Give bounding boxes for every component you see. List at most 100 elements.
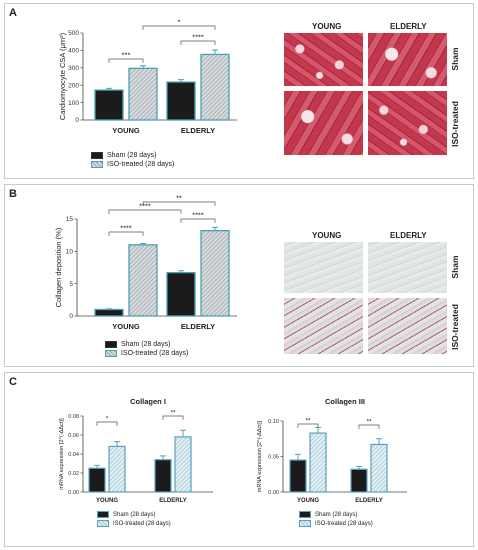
legend-label-sham: Sham (28 days) (121, 341, 171, 348)
bar-elderly-sham (166, 81, 196, 121)
panel-label-b: B (9, 188, 17, 200)
bar-young-sham (94, 308, 124, 317)
significance-bracket (180, 40, 216, 45)
y-tick-label: 0.00 (68, 490, 79, 496)
significance-label: ** (170, 410, 176, 417)
significance-bracket (142, 25, 216, 30)
micrograph-young-sham (284, 33, 363, 86)
bar-young-iso (128, 244, 158, 317)
row-label-iso: ISO-treated (450, 101, 460, 147)
bar-young-iso (309, 432, 327, 493)
chart-title: Collagen I (130, 397, 166, 406)
y-axis-label: Cardiomyocyte CSA (μm²) (58, 32, 67, 120)
bar-young-iso (128, 67, 158, 121)
bar-elderly-sham (166, 272, 196, 317)
legend-label-iso: ISO-treated (28 days) (107, 161, 175, 168)
micrograph-elderly-sham (368, 242, 447, 293)
legend-swatch-iso (105, 350, 117, 357)
significance-bracket (96, 421, 118, 426)
row-label-sham: Sham (450, 255, 460, 279)
x-tick-label: YOUNG (112, 126, 140, 135)
x-tick-label: YOUNG (96, 498, 118, 504)
micro-title-young: YOUNG (312, 231, 342, 240)
bar-elderly-iso (200, 229, 230, 317)
y-tick-label: 0.04 (68, 452, 79, 458)
significance-label: * (106, 416, 109, 423)
significance-bracket (108, 231, 144, 236)
micrograph-young-iso (284, 91, 363, 155)
y-axis-label: mRNA expression [2^(-ΔΔct)] (59, 418, 65, 490)
panel-label-c: C (9, 376, 17, 388)
micro-title-elderly: ELDERLY (390, 231, 427, 240)
bar-elderly-sham (154, 459, 172, 493)
panel-c: C 0.00 0.02 0.04 0.06 0.08 mRNA expression [2… (4, 372, 474, 547)
y-axis-label: Collagen deposition (%) (54, 227, 63, 307)
legend-label-sham: Sham (28 days) (107, 152, 157, 159)
significance-label: **** (120, 224, 132, 233)
significance-label: **** (192, 33, 204, 42)
x-tick-label: ELDERLY (181, 322, 215, 331)
significance-label: **** (139, 202, 151, 211)
legend-label-iso: ISO-treated (28 days) (121, 350, 189, 357)
legend-item-iso: ISO-treated (28 days) (91, 161, 174, 168)
y-tick-label: 5 (69, 281, 73, 288)
y-tick-label: 0.00 (268, 490, 279, 496)
y-tick-label: 0 (75, 117, 79, 124)
legend-item-iso: ISO-treated (28 days) (97, 520, 171, 527)
y-tick-label: 500 (68, 30, 79, 37)
legend-item-sham: Sham (28 days) (299, 511, 373, 518)
y-tick-label: 0.02 (68, 471, 79, 477)
legend-swatch-sham (105, 341, 117, 348)
x-tick-label: YOUNG (112, 322, 140, 331)
legend-label-iso: ISO-treated (28 days) (113, 520, 171, 527)
significance-bracket (358, 424, 380, 429)
micrograph-young-sham (284, 242, 363, 293)
significance-bracket (297, 423, 319, 428)
significance-bracket (180, 218, 216, 223)
y-axis-label: mRNA expression [2^(-ΔΔct)] (257, 420, 263, 492)
chart-collagen-iii: 0.00 0.05 0.10 mRNA expression [2^(-ΔΔct)] C… (257, 397, 407, 504)
legend-label-iso: ISO-treated (28 days) (315, 520, 373, 527)
significance-label: ** (366, 419, 372, 426)
x-tick-label: ELDERLY (355, 498, 382, 504)
y-tick-label: 0.06 (68, 433, 79, 439)
x-tick-label: ELDERLY (181, 126, 215, 135)
y-tick-label: 15 (66, 216, 74, 223)
significance-label: *** (122, 51, 131, 60)
legend-item-sham: Sham (28 days) (91, 152, 174, 159)
legend-label-sham: Sham (28 days) (315, 511, 358, 518)
legend-item-sham: Sham (28 days) (97, 511, 171, 518)
legend-item-iso: ISO-treated (28 days) (105, 350, 188, 357)
bar-young-sham (94, 89, 124, 121)
panel-a: A 0 100 200 300 400 500 Cardiomyocyte CSA (μm²… (4, 3, 474, 179)
micrograph-elderly-iso (368, 91, 447, 155)
row-label-sham: Sham (450, 47, 460, 71)
micrograph-young-iso (284, 298, 363, 354)
significance-bracket (142, 201, 216, 206)
panel-b: B 0 5 10 15 Collagen deposition (%) YOUNG ELDE… (4, 184, 474, 367)
legend-b: Sham (28 days) ISO-treated (28 days) (105, 341, 188, 359)
legend-swatch-sham (97, 511, 109, 518)
chart-title: Collagen III (325, 397, 365, 406)
significance-label: ** (305, 418, 311, 425)
legend-swatch-sham (299, 511, 311, 518)
legend-c1: Sham (28 days) ISO-treated (28 days) (97, 511, 171, 529)
y-tick-label: 0 (69, 313, 73, 320)
x-tick-label: YOUNG (297, 498, 319, 504)
legend-item-sham: Sham (28 days) (105, 341, 188, 348)
micrograph-elderly-iso (368, 298, 447, 354)
significance-label: ** (176, 194, 182, 203)
legend-swatch-iso (299, 520, 311, 527)
bar-elderly-iso (370, 443, 388, 493)
significance-bracket (162, 415, 184, 420)
legend-a: Sham (28 days) ISO-treated (28 days) (91, 152, 174, 170)
y-tick-label: 0.05 (268, 455, 279, 461)
bar-elderly-iso (200, 53, 230, 121)
micro-title-young: YOUNG (312, 22, 342, 31)
y-tick-label: 0.08 (68, 414, 79, 420)
bar-elderly-sham (350, 468, 368, 493)
legend-item-iso: ISO-treated (28 days) (299, 520, 373, 527)
significance-label: **** (192, 211, 204, 220)
